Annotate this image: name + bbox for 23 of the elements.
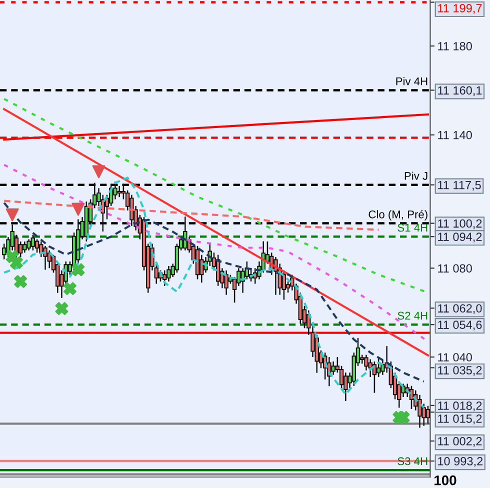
y-tick-label: 11 018,2 [438, 402, 482, 412]
y-tick-label: 11 040 [438, 353, 472, 362]
y-tick-label: 11 094,2 [438, 232, 482, 242]
y-tick-label: 11 199,7 [438, 4, 482, 14]
ref-line-label: S3 4H [398, 457, 428, 466]
ref-line-label: S2 4H [398, 312, 428, 320]
ref-line-label: Piv J [404, 172, 428, 180]
text: 100 [434, 475, 456, 486]
y-tick-label: 11 002,2 [438, 437, 482, 447]
y-tick-label: 11 140 [438, 130, 472, 140]
y-tick-label: 11 100,2 [438, 219, 482, 230]
y-tick-label: 11 117,5 [438, 181, 481, 191]
ref-line-label: S1 4H [398, 224, 428, 232]
y-tick-label: 11 015,2 [438, 414, 482, 424]
ref-line-label: Piv 4H [396, 77, 428, 86]
y-tick-label: 11 035,2 [438, 366, 482, 376]
y-tick-label: 11 180 [438, 42, 472, 50]
y-tick-label: 11 062,0 [438, 304, 482, 314]
ref-line-label: Clo (M, Pré) [368, 210, 428, 221]
y-tick-label: 11 080 [438, 264, 472, 273]
y-tick-label: 10 993,2 [438, 457, 483, 467]
y-tick-label: 11 054,6 [438, 320, 482, 330]
y-tick-label: 11 160,1 [438, 86, 482, 96]
